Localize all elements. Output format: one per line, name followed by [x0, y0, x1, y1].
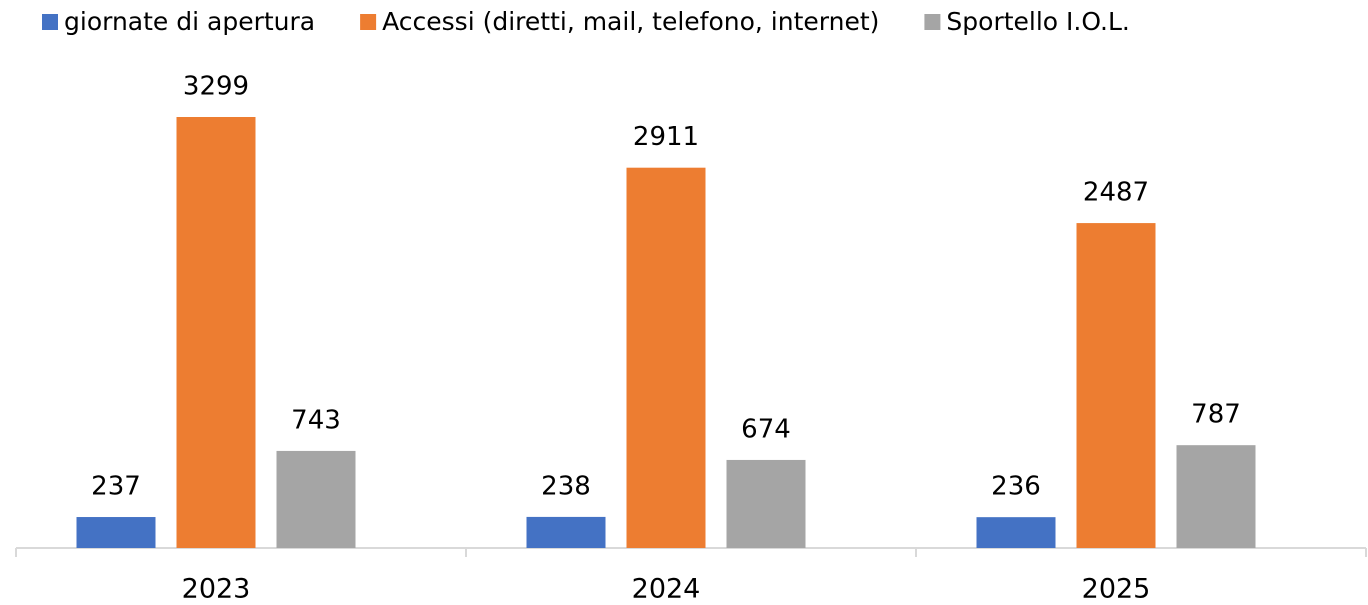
- data-label: 237: [91, 472, 141, 502]
- bar: [76, 517, 156, 548]
- x-tick-label: 2023: [182, 574, 251, 605]
- x-tick-label: 2024: [632, 574, 701, 605]
- bar: [176, 117, 256, 548]
- bar: [1176, 445, 1256, 548]
- legend-label: giornate di apertura: [64, 7, 315, 36]
- bar: [1076, 223, 1156, 548]
- data-label: 743: [291, 405, 341, 435]
- bar: [976, 517, 1056, 548]
- bar: [276, 450, 356, 548]
- legend-label: Accessi (diretti, mail, telefono, intern…: [382, 7, 879, 36]
- data-label: 238: [541, 471, 591, 501]
- data-label: 2487: [1083, 178, 1149, 208]
- legend-label: Sportello I.O.L.: [946, 7, 1129, 36]
- data-label: 2911: [633, 122, 699, 152]
- data-label: 236: [991, 472, 1041, 502]
- x-tick-label: 2025: [1082, 574, 1151, 605]
- data-label: 787: [1191, 400, 1241, 430]
- legend-swatch: [924, 14, 941, 30]
- bar: [726, 459, 806, 548]
- legend-swatch: [42, 14, 58, 30]
- data-label: 3299: [183, 72, 249, 102]
- bar: [526, 516, 606, 548]
- legend-swatch: [360, 14, 377, 30]
- bar: [626, 167, 706, 549]
- data-label: 674: [741, 414, 791, 444]
